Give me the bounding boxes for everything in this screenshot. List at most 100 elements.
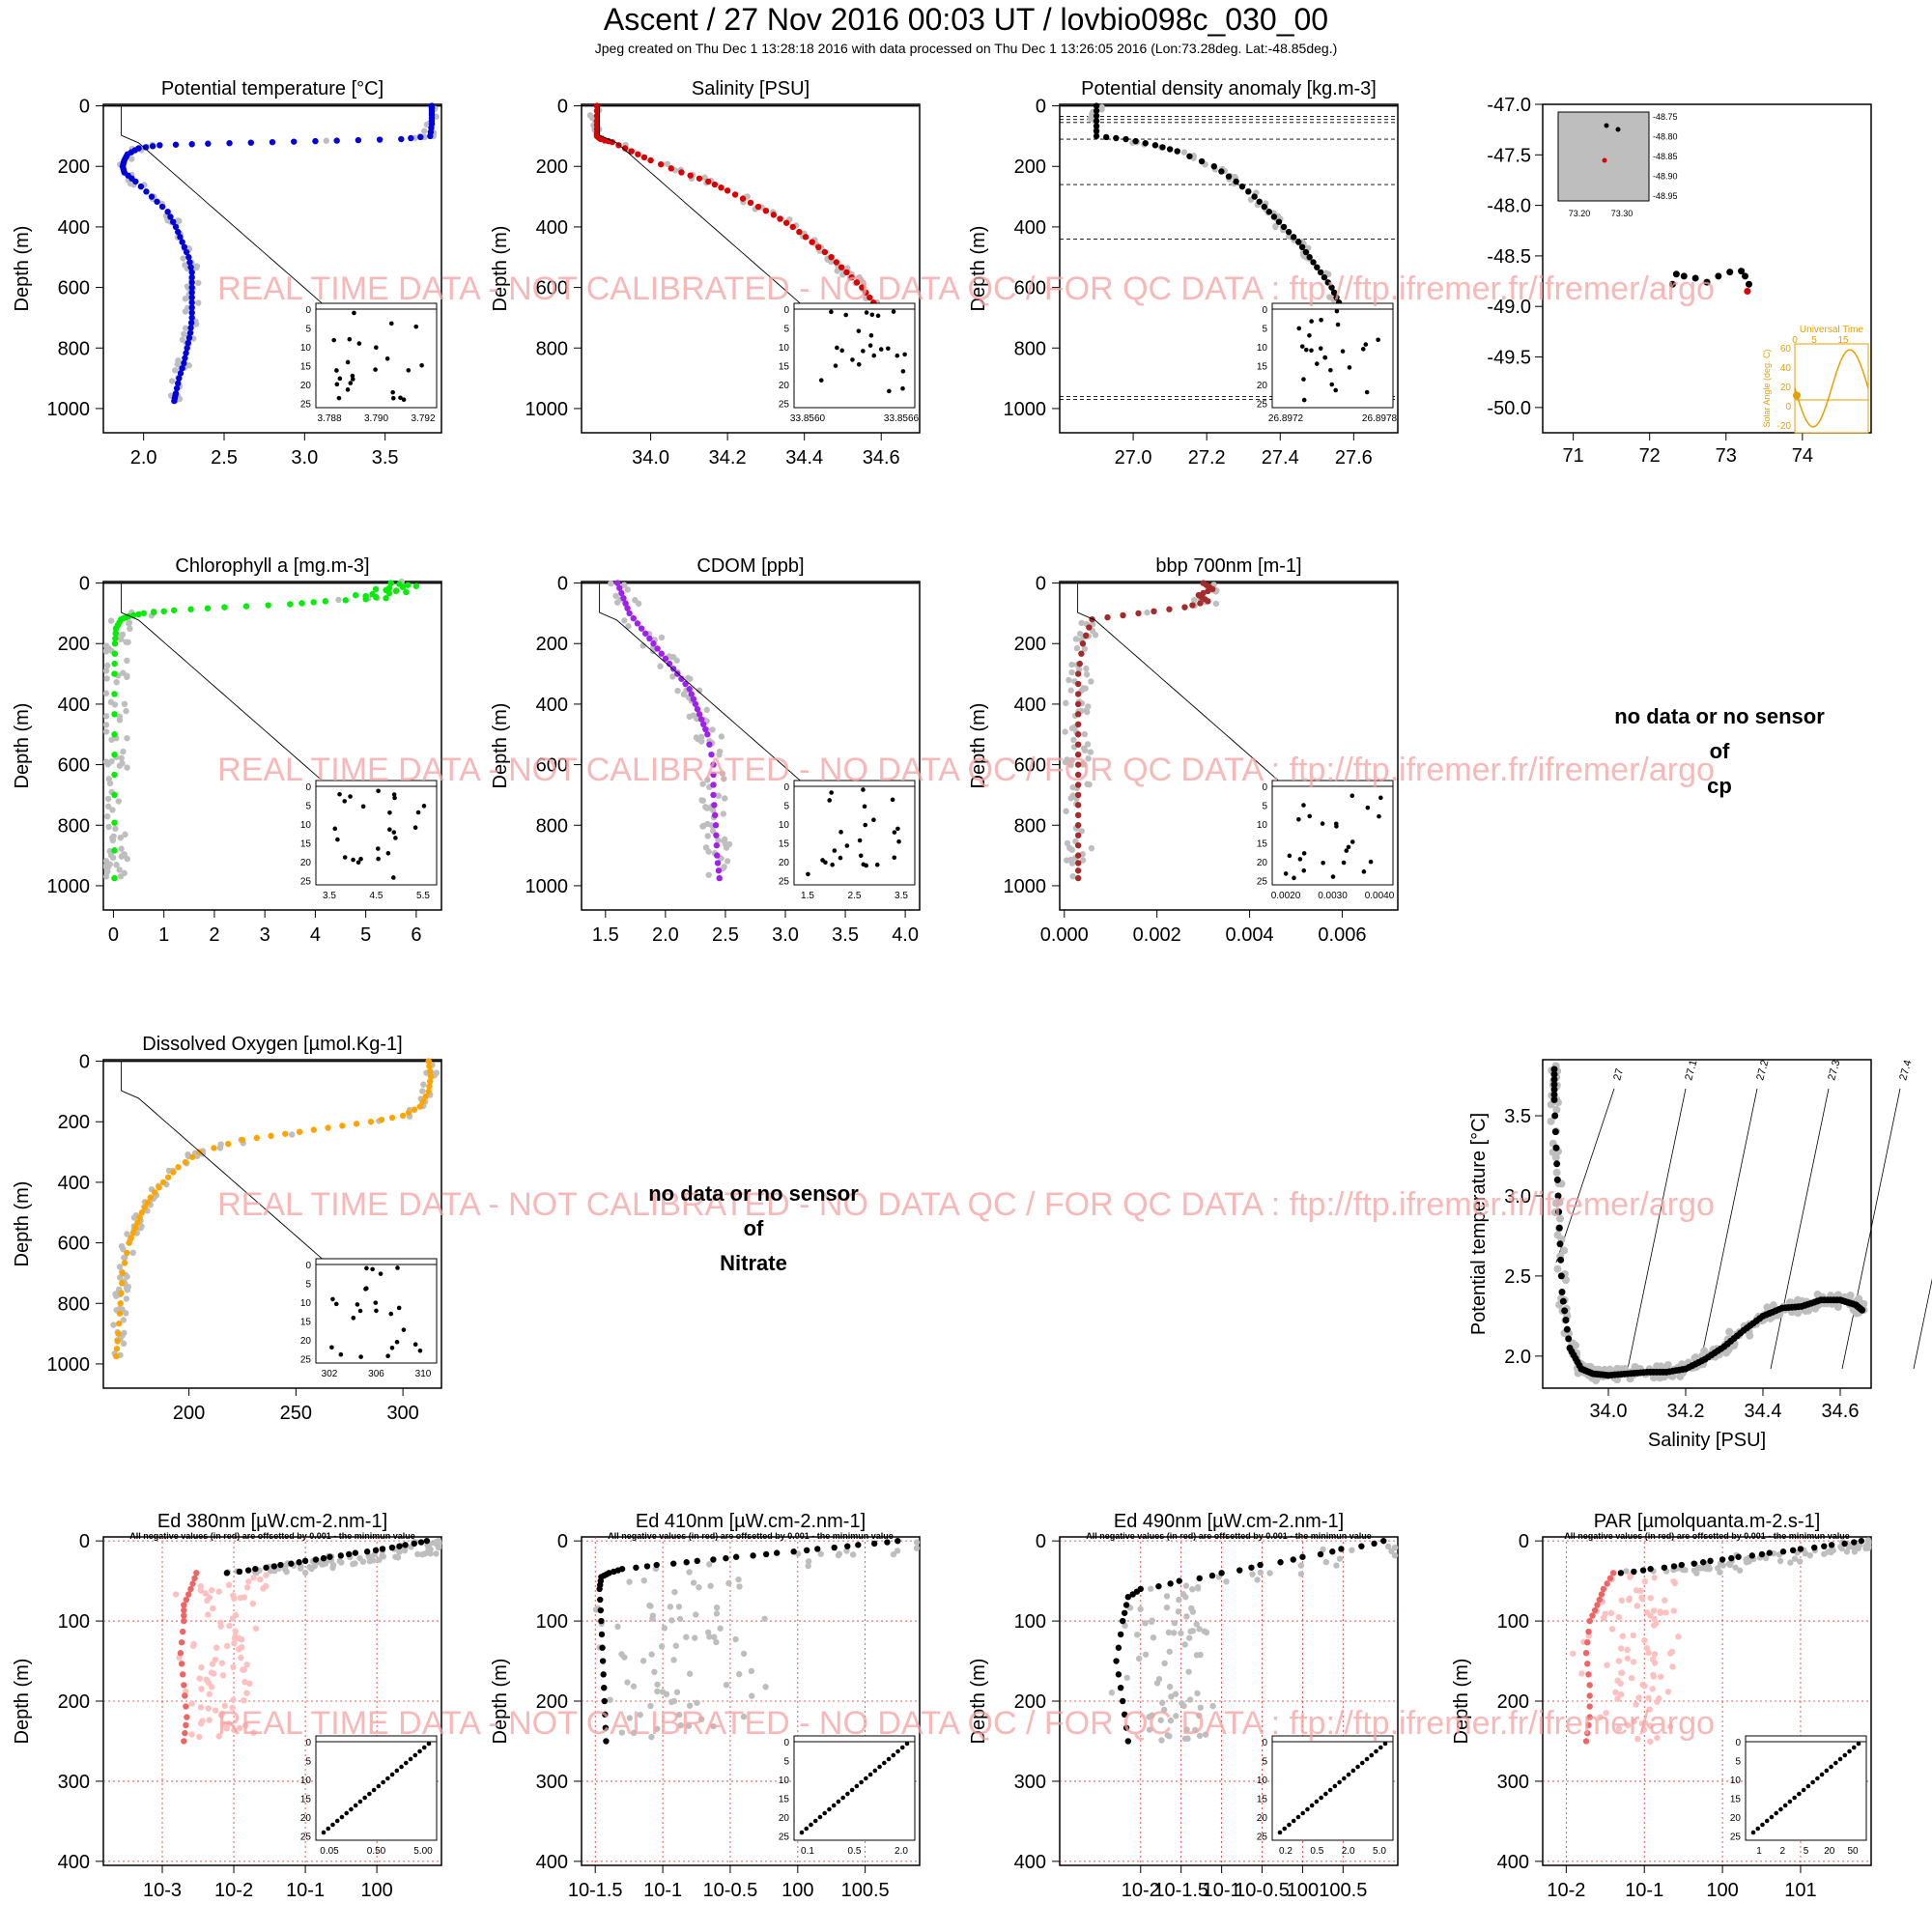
solar-y-label: 40 (1780, 363, 1792, 374)
profile-point (298, 600, 305, 607)
profile-point (121, 1260, 128, 1266)
inset-y-label: 25 (779, 877, 790, 888)
history-point (112, 825, 119, 833)
plot-title: bbp 700nm [m-1] (1155, 555, 1301, 577)
inset-y-label: 5 (783, 325, 789, 335)
history-point (205, 1705, 212, 1712)
profile-point (408, 134, 414, 142)
inset-point (1787, 1799, 1793, 1804)
history-point (1064, 839, 1071, 847)
history-point (106, 847, 113, 855)
profile-point (164, 209, 171, 215)
history-point (232, 1633, 239, 1640)
profile-point (188, 304, 195, 311)
profile-point (182, 1729, 188, 1737)
profile-point (620, 595, 627, 602)
inset-point (867, 343, 873, 348)
profile-point (706, 741, 713, 748)
history-point (1201, 1628, 1208, 1634)
history-point (1657, 1673, 1664, 1680)
y-tick-label: 1000 (1004, 876, 1047, 897)
history-point (1194, 1690, 1201, 1697)
inset-y-label: 5 (783, 802, 789, 812)
history-point (102, 642, 110, 649)
inset-y-label: 15 (779, 1795, 790, 1805)
history-point (1675, 1634, 1682, 1640)
history-point (1189, 1608, 1197, 1615)
y-tick-label: 600 (536, 755, 568, 777)
history-point (195, 279, 202, 287)
x-tick-label: 1.5 (592, 924, 619, 946)
history-point (421, 1550, 428, 1557)
profile-point (1093, 132, 1100, 140)
history-point (115, 798, 122, 805)
profile-point (1074, 761, 1082, 768)
profile-point (1120, 1697, 1126, 1705)
inset-frame (315, 1735, 438, 1841)
profile-point (1256, 198, 1263, 205)
profile-point (867, 294, 873, 301)
history-point (113, 861, 120, 868)
profile-point (1115, 1644, 1122, 1651)
history-point (1552, 1168, 1561, 1177)
y-tick-label: 0 (79, 574, 90, 595)
inset-point (360, 804, 366, 810)
profile-point (843, 269, 850, 276)
inset-x-label: 5.00 (413, 1846, 433, 1857)
x-tick-label: 34.2 (1667, 1401, 1705, 1422)
inset-x-label: 20 (1824, 1846, 1835, 1857)
history-point (1079, 857, 1087, 864)
inset-point (362, 1795, 367, 1801)
inset-point (381, 1779, 385, 1785)
inset-point (1340, 349, 1346, 354)
profile-point (711, 181, 719, 188)
history-point (835, 1551, 842, 1559)
x-tick-label: 34.0 (632, 447, 669, 469)
inset-point (840, 1795, 845, 1801)
history-point (111, 701, 119, 708)
inset-point (396, 1305, 402, 1311)
profile-point (204, 605, 212, 611)
inset-point (412, 1752, 418, 1758)
history-point (1297, 1562, 1305, 1569)
inset-point (1774, 1810, 1778, 1816)
inset-point (1328, 367, 1333, 373)
inset-y-label: 25 (1257, 1833, 1268, 1843)
inset-point (329, 1345, 334, 1350)
history-point (221, 1702, 228, 1710)
inset-point (345, 387, 351, 392)
history-point (197, 1582, 204, 1590)
isopycnal-label: 27.1 (1683, 1059, 1699, 1082)
history-point (323, 137, 330, 144)
profile-point (674, 670, 681, 677)
profile-point (669, 666, 677, 672)
profile-point (1122, 135, 1129, 143)
history-point (1163, 1593, 1171, 1600)
profile-point (712, 822, 720, 829)
history-point (1173, 1713, 1179, 1719)
inset-point (355, 1302, 360, 1307)
history-point (1158, 1737, 1165, 1744)
history-point (182, 325, 189, 331)
profile-point (172, 223, 180, 231)
inset-point (353, 1803, 358, 1808)
history-point (174, 360, 181, 368)
history-point (709, 726, 716, 733)
inset-point (858, 853, 864, 859)
inset-point (388, 1311, 394, 1317)
profile-point (221, 604, 228, 611)
y-tick-label: -47.0 (1487, 95, 1531, 116)
history-point (654, 1681, 661, 1688)
profile-point (1093, 123, 1100, 129)
solar-current-point (1793, 391, 1801, 400)
history-point (423, 121, 431, 128)
history-point (1209, 1702, 1216, 1710)
inset-y-label: 0 (783, 782, 789, 793)
profile-point (1124, 1738, 1132, 1745)
x-tick-label: 2.5 (712, 924, 739, 946)
profile-point (154, 198, 160, 205)
profile-point (132, 1224, 139, 1232)
profile-point (291, 138, 298, 145)
profile-point (385, 589, 393, 597)
history-point (1634, 1603, 1640, 1609)
